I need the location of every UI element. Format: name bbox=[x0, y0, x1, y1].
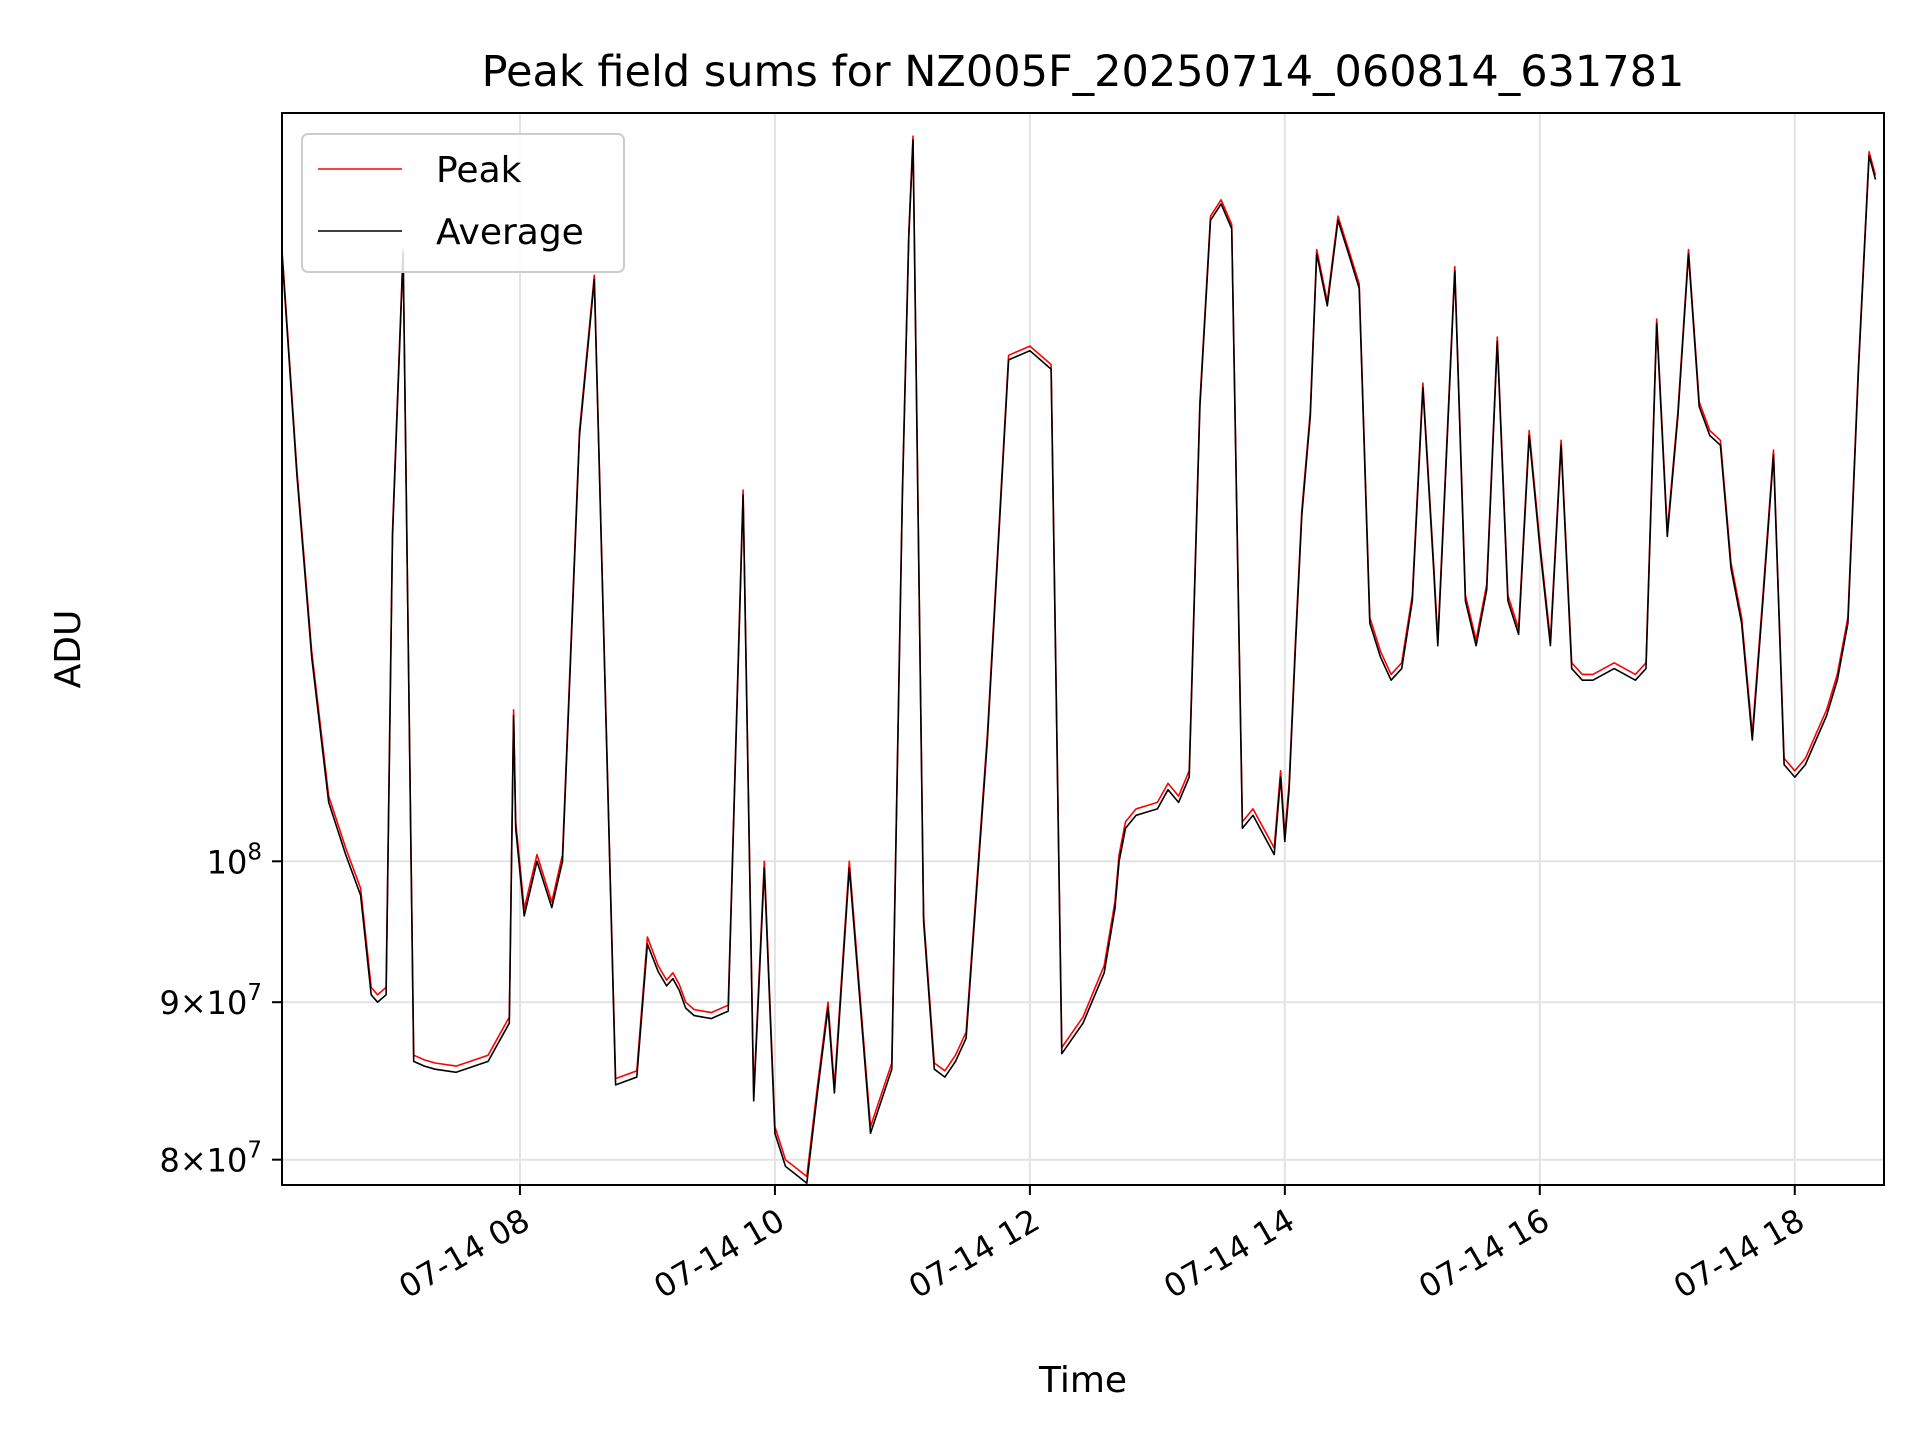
series-layer bbox=[281, 135, 1877, 1185]
grid bbox=[282, 113, 1884, 1185]
y-axis-label: ADU bbox=[48, 610, 89, 689]
legend-label-average: Average bbox=[436, 212, 584, 253]
y-tick-label-2: 108 bbox=[207, 839, 262, 881]
y-tick-label-1: 9×107 bbox=[159, 980, 262, 1022]
x-axis-label: Time bbox=[1038, 1360, 1127, 1401]
plot-frame bbox=[281, 112, 1885, 1186]
y-axis: 8×107 9×107 108 bbox=[159, 839, 282, 1180]
series-line-average bbox=[281, 139, 1877, 1185]
chart-title: Peak field sums for NZ005F_20250714_0608… bbox=[482, 47, 1685, 97]
y-tick-label-0: 8×107 bbox=[159, 1138, 262, 1180]
legend: Peak Average bbox=[301, 133, 625, 273]
legend-label-peak: Peak bbox=[436, 150, 522, 191]
